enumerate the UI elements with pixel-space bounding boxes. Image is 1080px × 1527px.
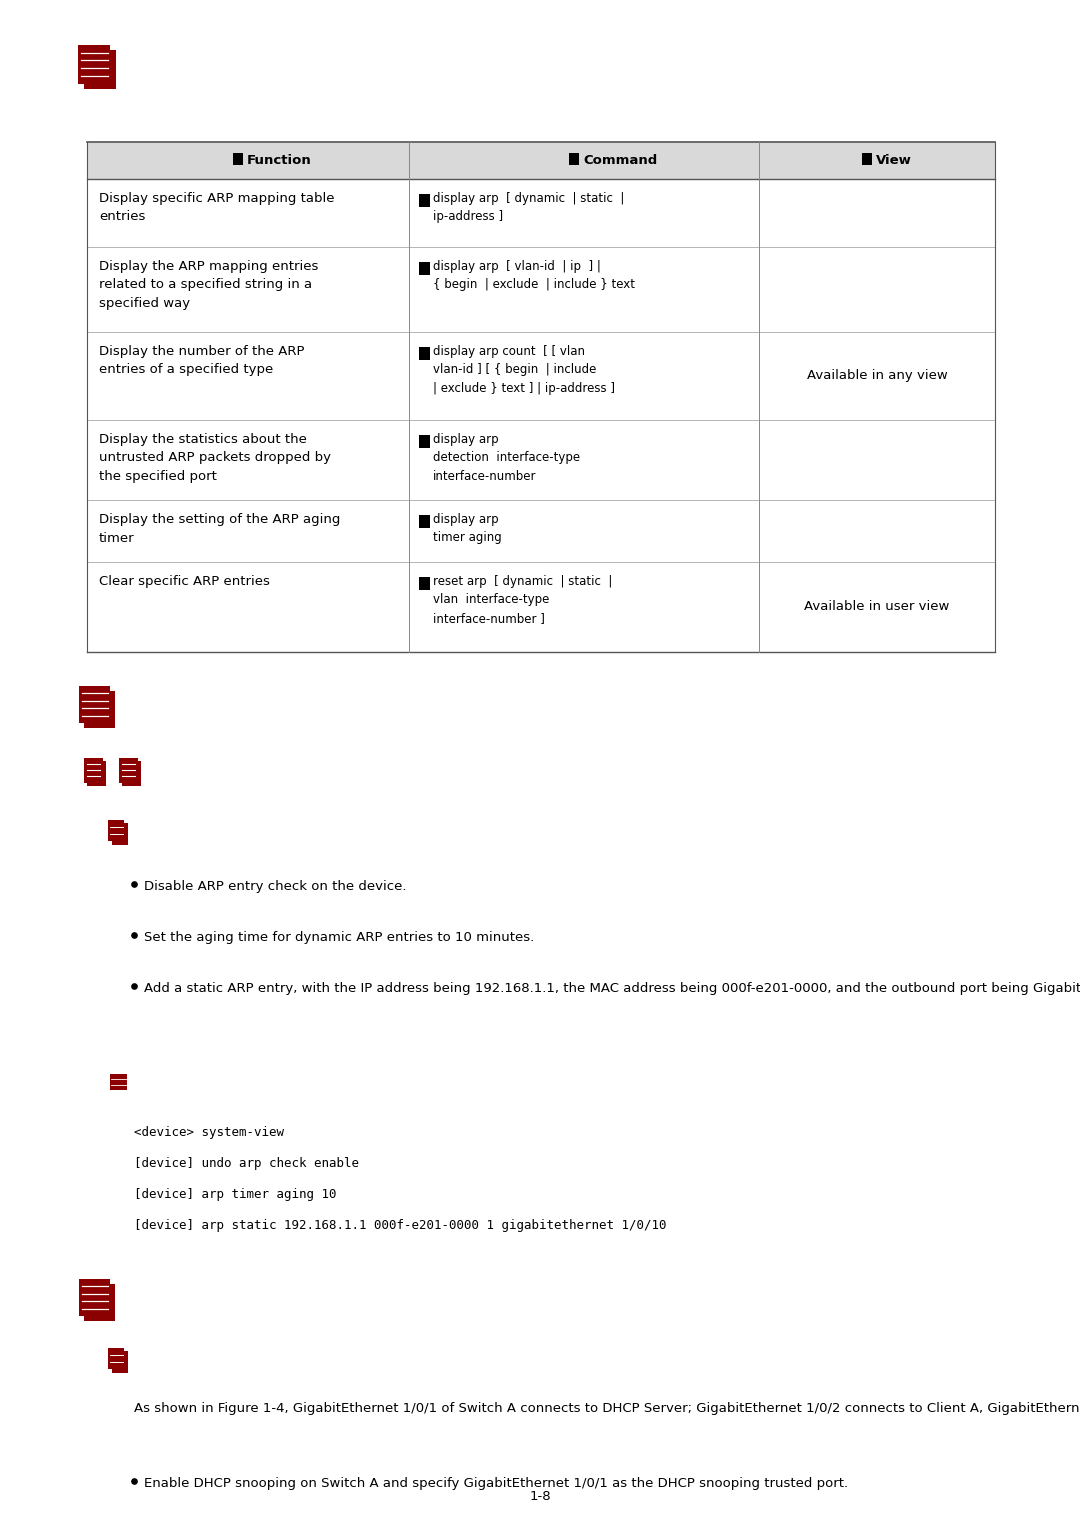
Bar — [122, 762, 141, 786]
Text: Display the ARP mapping entries
related to a specified string in a
specified way: Display the ARP mapping entries related … — [99, 260, 319, 310]
Bar — [419, 515, 430, 528]
Bar — [108, 820, 124, 841]
Text: display arp
detection  interface-type
interface-number: display arp detection interface-type int… — [433, 434, 580, 483]
Bar — [84, 686, 92, 692]
Bar — [84, 50, 116, 89]
Text: View: View — [876, 154, 912, 166]
Bar — [419, 347, 430, 360]
Text: Enable DHCP snooping on Switch A and specify GigabitEthernet 1/0/1 as the DHCP s: Enable DHCP snooping on Switch A and spe… — [144, 1477, 848, 1490]
Text: Function: Function — [247, 154, 312, 166]
Text: reset arp  [ dynamic  | static  |
vlan  interface-type
interface-number ]: reset arp [ dynamic | static | vlan inte… — [433, 576, 612, 625]
Bar — [862, 154, 872, 165]
Bar — [109, 1073, 126, 1090]
Bar — [84, 757, 103, 783]
Text: Clear specific ARP entries: Clear specific ARP entries — [99, 576, 270, 588]
Text: display arp count  [ [ vlan
vlan-id ] [ { begin  | include
| exclude } text ] | : display arp count [ [ vlan vlan-id ] [ {… — [433, 345, 616, 395]
Text: Available in any view: Available in any view — [807, 370, 947, 382]
Text: Display the number of the ARP
entries of a specified type: Display the number of the ARP entries of… — [99, 345, 305, 377]
Bar — [122, 757, 126, 762]
Bar — [87, 762, 106, 786]
Bar — [419, 577, 430, 589]
Text: As shown in Figure 1-4, GigabitEthernet 1/0/1 of Switch A connects to DHCP Serve: As shown in Figure 1-4, GigabitEthernet … — [134, 1402, 1080, 1416]
Bar — [119, 757, 138, 783]
Bar — [79, 1280, 109, 1316]
Bar — [87, 142, 995, 179]
Bar — [108, 1347, 124, 1368]
Bar — [112, 823, 129, 844]
Bar — [84, 692, 114, 728]
Text: Add a static ARP entry, with the IP address being 192.168.1.1, the MAC address b: Add a static ARP entry, with the IP addr… — [144, 982, 1080, 996]
Text: Command: Command — [583, 154, 658, 166]
Text: display arp  [ vlan-id  | ip  ] |
{ begin  | exclude  | include } text: display arp [ vlan-id | ip ] | { begin |… — [433, 260, 635, 292]
Text: [device] arp static 192.168.1.1 000f-e201-0000 1 gigabitethernet 1/0/10: [device] arp static 192.168.1.1 000f-e20… — [134, 1219, 666, 1232]
Text: 1-8: 1-8 — [529, 1490, 551, 1504]
Bar — [84, 1280, 92, 1284]
Text: Available in user view: Available in user view — [805, 600, 949, 614]
Text: Display specific ARP mapping table
entries: Display specific ARP mapping table entri… — [99, 192, 335, 223]
Bar — [84, 44, 92, 50]
Bar — [419, 435, 430, 447]
Bar — [419, 263, 430, 275]
Bar — [233, 154, 243, 165]
Bar — [79, 686, 109, 722]
Text: Set the aging time for dynamic ARP entries to 10 minutes.: Set the aging time for dynamic ARP entri… — [144, 931, 535, 944]
Bar — [112, 1351, 129, 1373]
Bar — [84, 1284, 114, 1321]
Text: [device] arp timer aging 10: [device] arp timer aging 10 — [134, 1188, 337, 1202]
Text: Display the setting of the ARP aging
timer: Display the setting of the ARP aging tim… — [99, 513, 340, 545]
Text: display arp  [ dynamic  | static  |
ip-address ]: display arp [ dynamic | static | ip-addr… — [433, 192, 624, 223]
Text: <device> system-view: <device> system-view — [134, 1125, 284, 1139]
Bar — [419, 194, 430, 208]
Text: Display the statistics about the
untrusted ARP packets dropped by
the specified : Display the statistics about the untrust… — [99, 434, 330, 483]
Text: Disable ARP entry check on the device.: Disable ARP entry check on the device. — [144, 880, 406, 893]
Bar — [569, 154, 579, 165]
Bar — [87, 757, 92, 762]
Text: [device] undo arp check enable: [device] undo arp check enable — [134, 1157, 359, 1170]
Bar — [78, 44, 110, 84]
Text: display arp
timer aging: display arp timer aging — [433, 513, 502, 545]
